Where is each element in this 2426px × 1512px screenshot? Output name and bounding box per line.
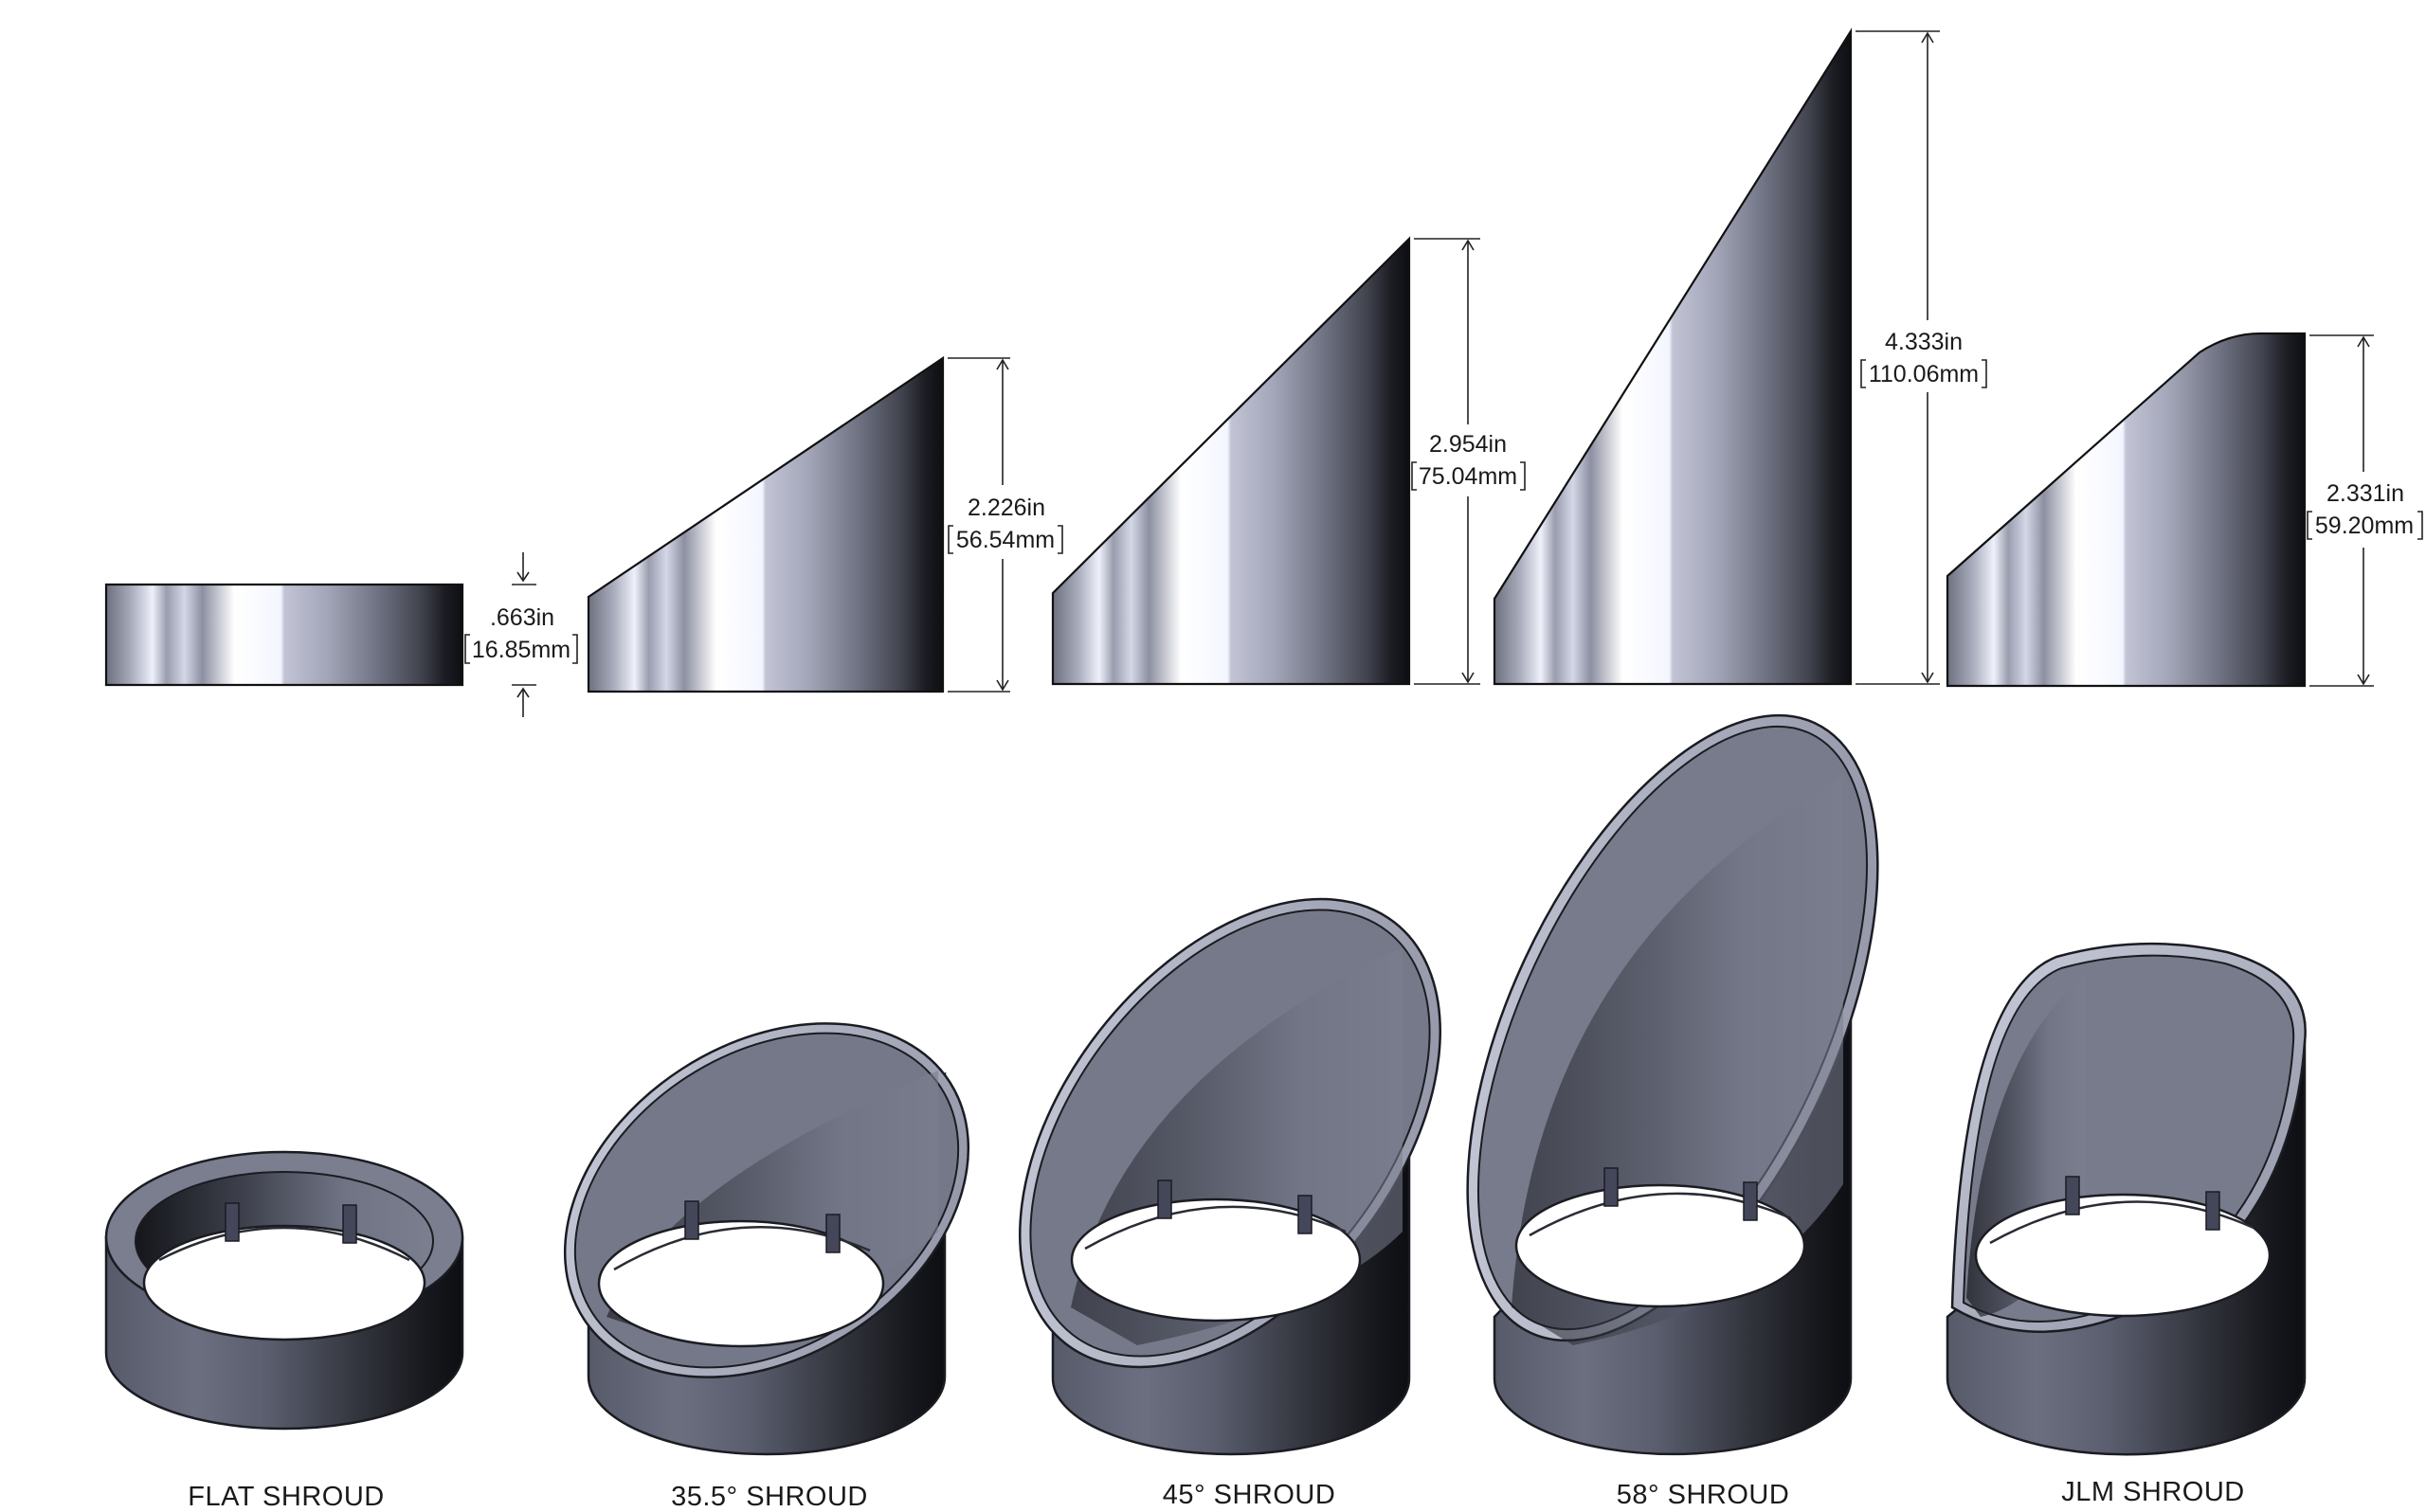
flat-dimension [464,552,578,717]
flat-shroud-render [104,1150,464,1431]
jlm-shroud-profile [1946,332,2307,688]
flat-shroud-caption: FLAT SHROUD [188,1482,384,1512]
shroud-35-5-caption: 35.5° SHROUD [671,1482,868,1512]
shroud-35-5-dim-in: 2.226in [968,495,1045,521]
shroud-45-dim-in: 2.954in [1429,431,1507,458]
jlm-shroud-caption: JLM SHROUD [2061,1477,2245,1507]
shroud-58-dim-in: 4.333in [1885,329,1963,355]
jlm-shroud-dim-in: 2.331in [2326,480,2404,507]
shroud-58-dim-mm: 110.06mm [1869,361,1979,387]
jlm-shroud-dim-mm: 59.20mm [2315,513,2414,539]
shroud-45-profile [1051,236,1411,686]
flat-dim-in: .663in [490,604,554,631]
shroud-45-render [1019,897,1441,1456]
shroud-35-5-render [563,1022,970,1456]
flat-shroud-profile [104,583,464,687]
shroud-58-dimension [1856,30,1987,685]
shroud-45-caption: 45° SHROUD [1163,1480,1336,1510]
shroud-35-5-dim-mm: 56.54mm [956,527,1055,553]
shroud-35-5-dimension [948,357,1063,693]
shroud-58-render [1466,713,1879,1456]
shroud-45-dimension [1411,238,1526,685]
shroud-58-caption: 58° SHROUD [1617,1480,1790,1510]
shroud-58-profile [1493,27,1853,686]
shroud-45-dim-mm: 75.04mm [1419,463,1517,490]
jlm-shroud-render [1946,942,2307,1456]
shroud-35-5-profile [587,355,945,693]
jlm-shroud-dimension [2307,334,2423,687]
flat-dim-mm: 16.85mm [472,637,570,663]
